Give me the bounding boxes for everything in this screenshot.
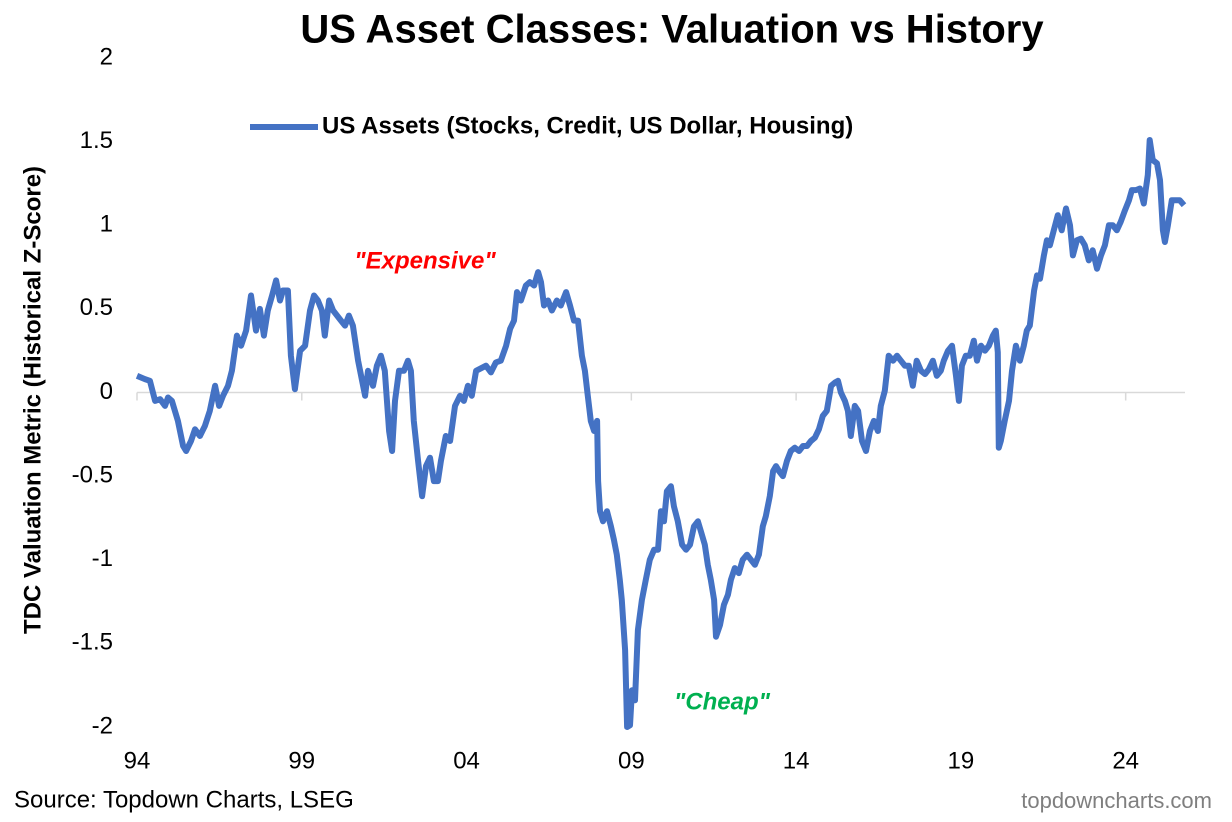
y-axis-label: TDC Valuation Metric (Historical Z-Score… xyxy=(19,166,46,634)
source: Source: Topdown Charts, LSEG xyxy=(14,786,354,813)
y-tick-label: 0.5 xyxy=(80,294,113,321)
x-tick-label: 94 xyxy=(124,747,151,774)
y-tick-label: 1.5 xyxy=(80,127,113,154)
y-tick-label: -2 xyxy=(92,712,113,739)
watermark: topdowncharts.com xyxy=(1021,788,1212,813)
x-tick-label: 24 xyxy=(1112,747,1139,774)
x-tick-label: 99 xyxy=(288,747,315,774)
chart-title: US Asset Classes: Valuation vs History xyxy=(300,8,1044,52)
y-tick-label: -1.5 xyxy=(72,629,113,656)
y-tick-label: -0.5 xyxy=(72,461,113,488)
series-line xyxy=(135,137,1187,730)
x-tick-label: 04 xyxy=(453,747,480,774)
y-tick-label: 2 xyxy=(100,43,113,70)
annotation: "Expensive" xyxy=(354,247,496,274)
y-tick-label: 1 xyxy=(100,211,113,238)
x-tick-label: 09 xyxy=(618,747,645,774)
x-tick-label: 14 xyxy=(783,747,810,774)
annotation: "Cheap" xyxy=(674,688,771,715)
y-tick-label: 0 xyxy=(100,378,113,405)
x-tick-label: 19 xyxy=(948,747,975,774)
legend-label: US Assets (Stocks, Credit, US Dollar, Ho… xyxy=(322,112,853,139)
y-tick-label: -1 xyxy=(92,545,113,572)
